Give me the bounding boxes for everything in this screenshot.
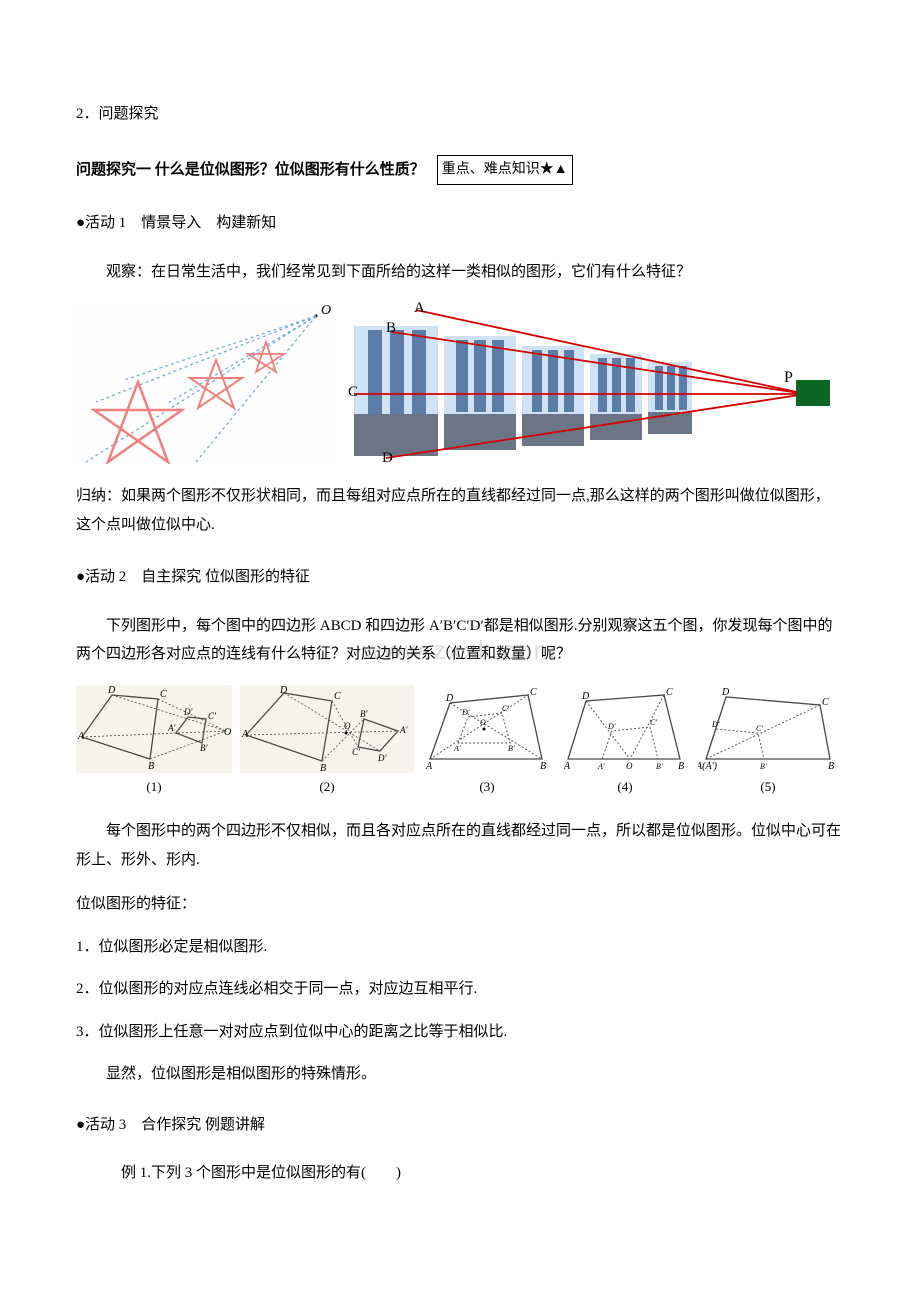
- svg-text:D: D: [107, 685, 116, 696]
- diagram-5-label: (5): [760, 775, 775, 800]
- diagram-4: A D C B A' D' C' B' O (4): [560, 685, 690, 800]
- svg-text:D': D': [377, 753, 387, 763]
- svg-text:D: D: [382, 450, 393, 464]
- activity-1-header: ●活动 1 情景导入 构建新知: [76, 209, 844, 238]
- svg-text:D': D': [607, 722, 616, 731]
- svg-text:C: C: [334, 691, 341, 702]
- svg-text:B: B: [386, 320, 396, 336]
- svg-text:D: D: [445, 693, 454, 704]
- svg-text:A': A': [167, 723, 176, 733]
- feature-1: 1．位似图形必定是相似图形.: [76, 933, 844, 962]
- diagram-3: A D C B A' D' C' B' O (3): [422, 685, 552, 800]
- building-perspective-diagram: A B C D P: [346, 302, 836, 464]
- svg-text:B: B: [678, 761, 684, 772]
- svg-text:D': D': [183, 707, 193, 717]
- svg-text:O: O: [480, 718, 486, 727]
- svg-text:O: O: [344, 721, 351, 731]
- diagram-1-label: (1): [146, 775, 161, 800]
- example-1: 例 1.下列 3 个图形中是位似图形的有( ): [76, 1159, 844, 1188]
- svg-text:B: B: [540, 761, 546, 772]
- svg-text:O: O: [626, 761, 633, 771]
- svg-text:B: B: [148, 761, 154, 772]
- star-similarity-diagram: O: [76, 302, 334, 464]
- svg-text:C: C: [822, 697, 829, 708]
- section-number: 2．问题探究: [76, 100, 844, 129]
- figure-row-stars-buildings: O: [76, 302, 844, 464]
- svg-text:O: O: [321, 303, 331, 318]
- conclusion-text: 归纳：如果两个图形不仅形状相同，而且每组对应点所在的直线都经过同一点,那么这样的…: [76, 482, 844, 539]
- svg-text:A: A: [414, 302, 425, 316]
- svg-text:D': D': [711, 720, 720, 729]
- svg-text:B: B: [320, 763, 326, 773]
- svg-text:B': B': [656, 762, 663, 771]
- diagram-4-label: (4): [617, 775, 632, 800]
- observe-text: 观察：在日常生活中，我们经常见到下面所给的这样一类相似的图形，它们有什么特征？: [76, 258, 844, 287]
- svg-text:C: C: [666, 687, 673, 698]
- svg-text:B': B': [760, 762, 767, 771]
- svg-text:A': A': [453, 744, 461, 753]
- feature-3: 3．位似图形上任意一对对应点到位似中心的距离之比等于相似比.: [76, 1018, 844, 1047]
- svg-text:P: P: [784, 369, 793, 386]
- diagram-3-label: (3): [479, 775, 494, 800]
- svg-text:D': D': [461, 708, 470, 717]
- svg-text:C: C: [530, 687, 537, 698]
- svg-text:A(A'): A(A'): [698, 761, 718, 772]
- inquiry-title: 问题探究一 什么是位似图形？位似图形有什么性质？: [76, 156, 425, 185]
- svg-text:C': C': [756, 724, 763, 733]
- activity-2-body: 下列图形中，每个图中的四边形 ABCD 和四边形 A′B′C′D′都是相似图形.…: [76, 612, 844, 669]
- svg-text:B': B': [360, 709, 368, 719]
- svg-text:C': C': [502, 704, 509, 713]
- svg-text:A: A: [563, 761, 571, 772]
- activity-2-note: 显然，位似图形是相似图形的特殊情形。: [76, 1060, 844, 1089]
- svg-text:C: C: [160, 689, 167, 700]
- features-title: 位似图形的特征：: [76, 890, 844, 919]
- svg-text:A: A: [425, 761, 433, 772]
- svg-text:D: D: [581, 691, 590, 702]
- diagram-2: A D C B A' D' C' B' O (2): [240, 685, 414, 800]
- activity-3-header: ●活动 3 合作探究 例题讲解: [76, 1111, 844, 1140]
- knowledge-box: 重点、难点知识★▲: [437, 155, 573, 186]
- svg-text:A: A: [77, 731, 85, 742]
- svg-text:C': C': [352, 747, 361, 757]
- svg-text:D: D: [721, 687, 730, 698]
- svg-text:B': B': [508, 744, 515, 753]
- figure-row-quadrilaterals: A D C B A' D' C' B' O (1) A: [76, 685, 844, 800]
- svg-text:C: C: [348, 384, 358, 400]
- svg-text:D: D: [279, 685, 288, 696]
- diagram-5: A(A') D C B D' C' B' (5): [698, 685, 838, 800]
- svg-text:A': A': [597, 762, 605, 771]
- svg-text:C': C': [208, 711, 217, 721]
- svg-text:C': C': [650, 718, 657, 727]
- svg-text:A': A': [399, 725, 408, 735]
- svg-text:B': B': [200, 743, 208, 753]
- feature-2: 2．位似图形的对应点连线必相交于同一点，对应边互相平行.: [76, 975, 844, 1004]
- diagram-1: A D C B A' D' C' B' O (1): [76, 685, 232, 800]
- svg-text:A: A: [241, 729, 249, 740]
- svg-text:O: O: [224, 727, 231, 738]
- activity-2-header: ●活动 2 自主探究 位似图形的特征: [76, 563, 844, 592]
- activity-2-conclusion: 每个图形中的两个四边形不仅相似，而且各对应点所在的直线都经过同一点，所以都是位似…: [76, 817, 844, 874]
- svg-text:B: B: [828, 761, 834, 772]
- diagram-2-label: (2): [319, 775, 334, 800]
- inquiry-header: 问题探究一 什么是位似图形？位似图形有什么性质？ 重点、难点知识★▲: [76, 155, 844, 186]
